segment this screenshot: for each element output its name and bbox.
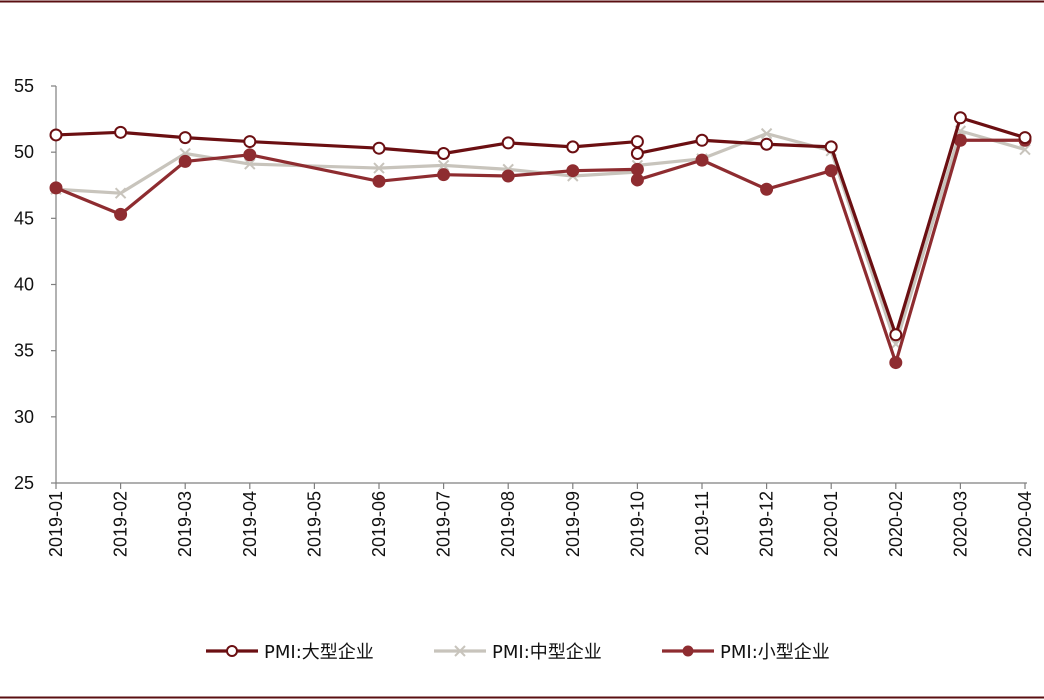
x-tick-label: 2019-12 <box>757 491 777 557</box>
data-point <box>760 182 774 196</box>
y-tick-label: 25 <box>14 473 34 493</box>
data-point <box>630 146 644 160</box>
y-tick-label: 30 <box>14 407 34 427</box>
data-point <box>114 125 128 139</box>
data-point <box>889 356 903 370</box>
y-tick-label: 50 <box>14 142 34 162</box>
x-tick-label: 2019-11 <box>692 491 712 556</box>
data-point <box>630 173 644 187</box>
data-point <box>953 111 967 125</box>
series-line <box>55 138 1025 365</box>
x-tick-label: 2019-09 <box>563 491 583 557</box>
y-tick-label: 35 <box>14 341 34 361</box>
data-point <box>437 159 450 172</box>
legend-item-0: PMI:大型企业 <box>206 642 374 663</box>
data-point <box>373 162 385 174</box>
data-point <box>824 140 838 154</box>
legend: PMI:大型企业 PMI:中型企业 PMI:小型企业 <box>206 642 830 663</box>
data-point <box>243 135 257 149</box>
data-point <box>760 137 774 151</box>
x-tick-label: 2020-04 <box>1015 491 1035 557</box>
data-point <box>566 140 580 154</box>
data-point <box>630 135 644 149</box>
legend-marker <box>454 645 466 657</box>
legend-item-1: PMI:中型企业 <box>434 642 602 663</box>
data-point <box>760 127 773 140</box>
legend-label: PMI:大型企业 <box>264 642 374 663</box>
data-point <box>501 136 515 150</box>
x-tick-label: 2019-05 <box>304 491 324 557</box>
x-tick-label: 2019-07 <box>434 491 454 557</box>
y-tick-label: 55 <box>14 76 34 96</box>
data-point <box>114 187 127 199</box>
x-tick-label: 2019-01 <box>46 491 66 557</box>
y-tick-label: 40 <box>14 275 34 295</box>
axes: 25 30 35 40 45 50 55 2019-01 2019-02 2019-03 2019-… <box>14 76 1035 557</box>
data-point <box>695 153 709 167</box>
x-tick-label: 2019-03 <box>175 491 195 557</box>
x-tick-label: 2019-10 <box>627 491 647 557</box>
x-tick-label: 2020-01 <box>821 491 841 557</box>
data-point <box>178 154 192 168</box>
x-tick-label: 2019-02 <box>111 491 131 557</box>
data-point <box>49 128 63 142</box>
data-point <box>566 164 580 178</box>
legend-marker <box>226 645 238 657</box>
data-point <box>178 131 192 145</box>
data-point <box>501 169 515 183</box>
x-tick-label: 2019-08 <box>498 491 518 557</box>
data-point <box>49 181 63 195</box>
legend-item-2: PMI:小型企业 <box>662 642 830 663</box>
series-0 <box>49 111 1032 342</box>
x-tick-label: 2020-02 <box>886 491 906 557</box>
series-2 <box>49 133 1032 370</box>
data-point <box>824 164 838 178</box>
legend-marker <box>682 645 694 657</box>
x-tick-label: 2020-03 <box>950 491 970 557</box>
data-point <box>889 328 903 342</box>
x-tick-label: 2019-06 <box>369 491 389 557</box>
data-point <box>372 174 386 188</box>
data-point <box>1018 131 1032 145</box>
series-line <box>55 116 1026 337</box>
data-point <box>437 146 451 160</box>
y-tick-label: 45 <box>14 208 34 228</box>
data-point <box>244 158 256 170</box>
x-tick-label: 2019-04 <box>240 491 260 557</box>
data-point <box>695 133 709 147</box>
data-point <box>1019 143 1031 156</box>
series-layer <box>49 111 1032 370</box>
data-point <box>243 148 257 162</box>
data-point <box>114 207 128 221</box>
legend-label: PMI:小型企业 <box>720 642 830 663</box>
legend-label: PMI:中型企业 <box>492 642 602 663</box>
data-point <box>437 168 451 182</box>
data-point <box>372 141 386 155</box>
